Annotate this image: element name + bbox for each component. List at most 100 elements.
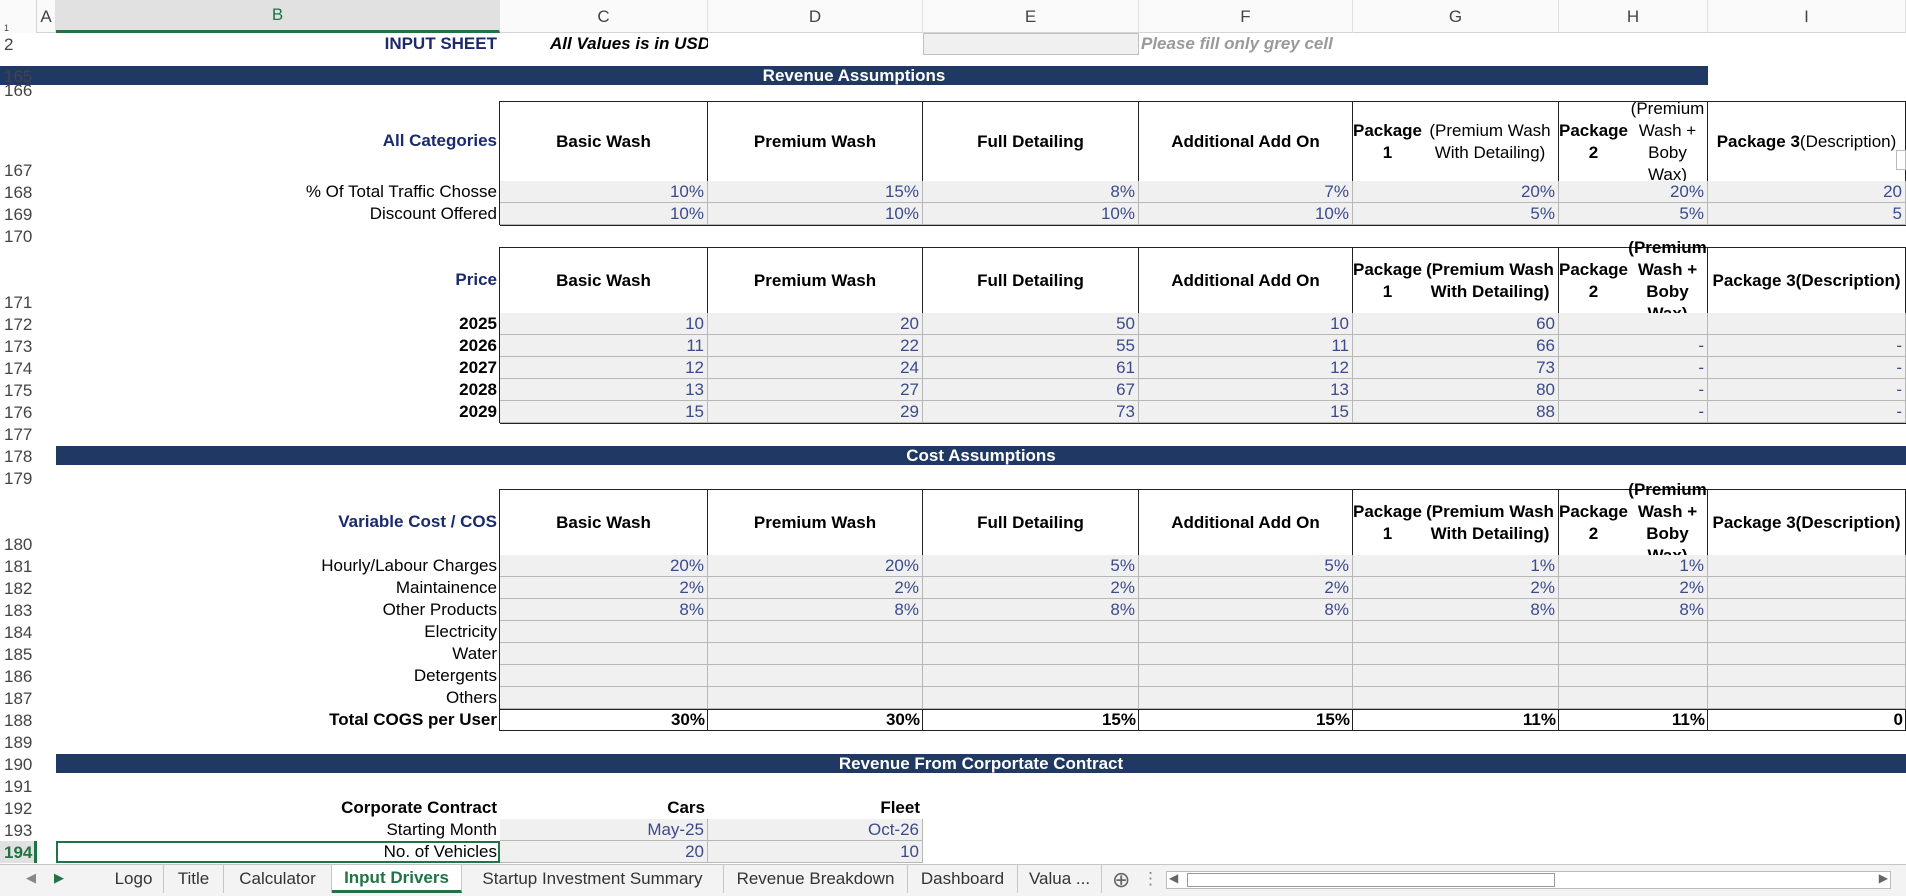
column-header-d[interactable]: D <box>708 0 923 33</box>
row-header-183[interactable]: 183 <box>4 601 33 620</box>
horizontal-scroll-thumb[interactable] <box>1187 873 1555 887</box>
row-header-182[interactable]: 182 <box>4 579 33 598</box>
price-row-2025-g[interactable]: 60 <box>1353 313 1559 335</box>
row-header-179[interactable]: 179 <box>4 469 33 488</box>
cost-row-7-c[interactable] <box>500 687 708 709</box>
cost-row-1-i[interactable] <box>1708 555 1906 577</box>
row-header-167[interactable]: 167 <box>4 161 33 180</box>
cost-row-5-d[interactable] <box>708 643 923 665</box>
discount-row-c[interactable]: 10% <box>500 203 708 225</box>
cost-row-6-g[interactable] <box>1353 665 1559 687</box>
cost-row-1-e[interactable]: 5% <box>923 555 1139 577</box>
row-header-166[interactable]: 166 <box>4 81 33 100</box>
row-header-181[interactable]: 181 <box>4 557 33 576</box>
cost-row-6-i[interactable] <box>1708 665 1906 687</box>
cost-row-6-h[interactable] <box>1559 665 1708 687</box>
cost-row-3-g[interactable]: 8% <box>1353 599 1559 621</box>
cost-row-7-g[interactable] <box>1353 687 1559 709</box>
cost-row-4-d[interactable] <box>708 621 923 643</box>
price-row-2027-g[interactable]: 73 <box>1353 357 1559 379</box>
cost-row-3-h[interactable]: 8% <box>1559 599 1708 621</box>
price-row-2025-i[interactable] <box>1708 313 1906 335</box>
cost-row-2-i[interactable] <box>1708 577 1906 599</box>
row-header-193[interactable]: 193 <box>4 821 33 840</box>
row-header-178[interactable]: 178 <box>4 447 33 466</box>
sheet-tab-5[interactable]: Startup Investment Summary <box>462 865 724 893</box>
cost-row-1-d[interactable]: 20% <box>708 555 923 577</box>
column-header-b[interactable]: B <box>56 0 500 33</box>
cost-row-5-f[interactable] <box>1139 643 1353 665</box>
price-row-2028-d[interactable]: 27 <box>708 379 923 401</box>
price-row-2026-i[interactable]: - <box>1708 335 1906 357</box>
price-row-2028-i[interactable]: - <box>1708 379 1906 401</box>
column-header-h[interactable]: H <box>1559 0 1708 33</box>
prev-sheet-arrow-icon[interactable]: ◀ <box>26 870 36 885</box>
vertical-scroll-thumb[interactable] <box>1896 150 1906 170</box>
cost-row-7-i[interactable] <box>1708 687 1906 709</box>
column-header-a[interactable]: A <box>37 0 56 33</box>
price-row-2028-g[interactable]: 80 <box>1353 379 1559 401</box>
cost-row-6-c[interactable] <box>500 665 708 687</box>
cost-row-2-g[interactable]: 2% <box>1353 577 1559 599</box>
cost-row-1-h[interactable]: 1% <box>1559 555 1708 577</box>
column-header-g[interactable]: G <box>1353 0 1559 33</box>
row-header-184[interactable]: 184 <box>4 623 33 642</box>
row-header-170[interactable]: 170 <box>4 227 33 246</box>
price-row-2028-h[interactable]: - <box>1559 379 1708 401</box>
next-sheet-arrow-icon[interactable]: ▶ <box>54 870 64 885</box>
row-header-175[interactable]: 175 <box>4 381 33 400</box>
discount-row-h[interactable]: 5% <box>1559 203 1708 225</box>
price-row-2027-f[interactable]: 12 <box>1139 357 1353 379</box>
discount-row-e[interactable]: 10% <box>923 203 1139 225</box>
cars-vehicle-count[interactable]: 20 <box>500 841 708 863</box>
row-header-180[interactable]: 180 <box>4 535 33 554</box>
price-row-2029-i[interactable]: - <box>1708 401 1906 423</box>
row-header-189[interactable]: 189 <box>4 733 33 752</box>
sheet-tab-7[interactable]: Dashboard <box>908 865 1018 893</box>
cost-row-2-h[interactable]: 2% <box>1559 577 1708 599</box>
cost-row-1-c[interactable]: 20% <box>500 555 708 577</box>
cost-row-4-g[interactable] <box>1353 621 1559 643</box>
cost-row-4-i[interactable] <box>1708 621 1906 643</box>
sheet-tab-8[interactable]: Valua ... <box>1018 865 1102 893</box>
cost-row-2-c[interactable]: 2% <box>500 577 708 599</box>
traffic-share-row-h[interactable]: 20% <box>1559 181 1708 203</box>
cost-row-4-c[interactable] <box>500 621 708 643</box>
price-row-2029-f[interactable]: 15 <box>1139 401 1353 423</box>
cost-row-5-h[interactable] <box>1559 643 1708 665</box>
cost-row-4-h[interactable] <box>1559 621 1708 643</box>
cost-row-6-e[interactable] <box>923 665 1139 687</box>
column-header-c[interactable]: C <box>500 0 708 33</box>
price-row-2025-f[interactable]: 10 <box>1139 313 1353 335</box>
traffic-share-row-d[interactable]: 15% <box>708 181 923 203</box>
cost-row-5-g[interactable] <box>1353 643 1559 665</box>
row-header-174[interactable]: 174 <box>4 359 33 378</box>
row-header-191[interactable]: 191 <box>4 777 33 796</box>
cost-row-3-d[interactable]: 8% <box>708 599 923 621</box>
traffic-share-row-i[interactable]: 20 <box>1708 181 1906 203</box>
cost-row-2-d[interactable]: 2% <box>708 577 923 599</box>
row-header-187[interactable]: 187 <box>4 689 33 708</box>
price-row-2027-h[interactable]: - <box>1559 357 1708 379</box>
scroll-left-icon[interactable]: ◀ <box>1169 871 1179 885</box>
traffic-share-row-f[interactable]: 7% <box>1139 181 1353 203</box>
cost-row-5-e[interactable] <box>923 643 1139 665</box>
sheet-tab-4[interactable]: Input Drivers <box>332 865 462 893</box>
traffic-share-row-c[interactable]: 10% <box>500 181 708 203</box>
add-sheet-icon[interactable]: ⊕ <box>1112 867 1131 892</box>
price-row-2026-f[interactable]: 11 <box>1139 335 1353 357</box>
cost-row-2-e[interactable]: 2% <box>923 577 1139 599</box>
price-row-2027-d[interactable]: 24 <box>708 357 923 379</box>
row-header-192[interactable]: 192 <box>4 799 33 818</box>
discount-row-g[interactable]: 5% <box>1353 203 1559 225</box>
active-cell-selection[interactable] <box>56 841 500 863</box>
price-row-2027-c[interactable]: 12 <box>500 357 708 379</box>
row-header-172[interactable]: 172 <box>4 315 33 334</box>
price-row-2026-g[interactable]: 66 <box>1353 335 1559 357</box>
cost-row-3-e[interactable]: 8% <box>923 599 1139 621</box>
price-row-2028-c[interactable]: 13 <box>500 379 708 401</box>
price-row-2025-h[interactable] <box>1559 313 1708 335</box>
fleet-vehicle-count[interactable]: 10 <box>708 841 923 863</box>
row-header-173[interactable]: 173 <box>4 337 33 356</box>
cost-row-6-f[interactable] <box>1139 665 1353 687</box>
